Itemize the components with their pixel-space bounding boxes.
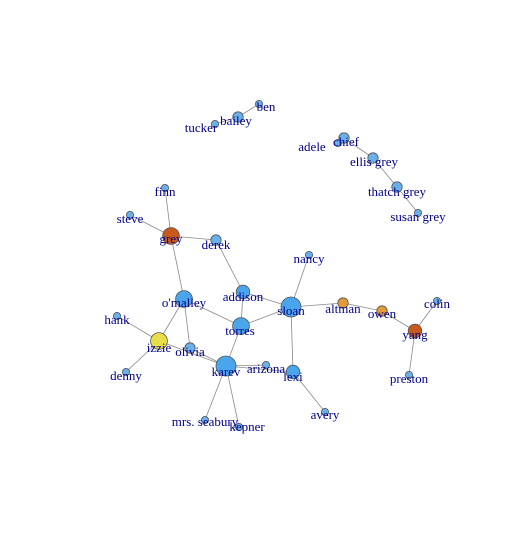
node-olivia bbox=[184, 342, 196, 354]
node-chief bbox=[338, 132, 350, 144]
node-label-bailey: bailey bbox=[220, 113, 252, 128]
edge-karev-lexi bbox=[225, 365, 294, 373]
node-lexi bbox=[285, 364, 301, 380]
edge-yang-preston bbox=[408, 330, 416, 376]
node-layer bbox=[113, 100, 441, 431]
node-label-arizona: arizona bbox=[247, 361, 285, 376]
node-denny bbox=[122, 367, 131, 376]
node-avery bbox=[320, 407, 329, 416]
node-label-olivia: olivia bbox=[175, 344, 205, 359]
edge-lexi-avery bbox=[292, 371, 326, 413]
node-label-lexi: lexi bbox=[283, 369, 303, 384]
node-label-o-malley: o'malley bbox=[162, 295, 207, 310]
node-susan-grey bbox=[413, 208, 422, 217]
node-label-yang: yang bbox=[402, 327, 428, 342]
node-label-denny: denny bbox=[110, 368, 142, 383]
node-label-grey: grey bbox=[159, 231, 183, 246]
node-preston bbox=[404, 370, 413, 379]
node-label-hank: hank bbox=[104, 312, 130, 327]
node-label-steve: steve bbox=[117, 211, 144, 226]
edge-derek-addison bbox=[215, 239, 244, 293]
node-label-adele: adele bbox=[298, 139, 326, 154]
node-sloan bbox=[280, 296, 302, 318]
node-ben bbox=[254, 100, 263, 109]
node-owen bbox=[376, 305, 388, 317]
node-karev bbox=[215, 355, 237, 377]
node-yang bbox=[407, 323, 423, 339]
node-label-izzie: izzie bbox=[147, 340, 172, 355]
node-izzie bbox=[150, 332, 168, 350]
node-tucker bbox=[210, 120, 219, 129]
node-label-derek: derek bbox=[202, 237, 231, 252]
edge-o-malley-torres bbox=[183, 298, 242, 327]
node-hank bbox=[113, 311, 122, 320]
node-grey bbox=[162, 227, 180, 245]
node-thatch-grey bbox=[391, 181, 403, 193]
node-label-tucker: tucker bbox=[185, 120, 218, 135]
node-steve bbox=[126, 210, 135, 219]
edge-izzie-karev bbox=[158, 340, 227, 367]
node-label-owen: owen bbox=[368, 306, 397, 321]
node-label-kepner: kepner bbox=[229, 419, 265, 434]
node-kepner bbox=[234, 422, 243, 431]
node-label-torres: torres bbox=[225, 323, 255, 338]
node-label-colin: colin bbox=[424, 296, 450, 311]
node-ellis-grey bbox=[367, 152, 379, 164]
edge-altman-owen bbox=[342, 302, 383, 312]
node-finn bbox=[160, 183, 169, 192]
edge-grey-o-malley bbox=[170, 235, 185, 300]
node-nancy bbox=[304, 250, 313, 259]
node-label-preston: preston bbox=[390, 371, 429, 386]
node-label-ben: ben bbox=[257, 99, 276, 114]
node-colin bbox=[432, 296, 441, 305]
edge-chief-ellis-grey bbox=[343, 137, 374, 159]
node-label-finn: finn bbox=[155, 184, 176, 199]
node-label-chief: chief bbox=[333, 134, 360, 149]
node-bailey bbox=[232, 111, 244, 123]
edge-sloan-lexi bbox=[290, 306, 294, 373]
node-label-avery: avery bbox=[311, 407, 340, 422]
node-arizona bbox=[261, 360, 270, 369]
node-torres bbox=[232, 317, 250, 335]
node-label-karev: karev bbox=[212, 364, 241, 379]
node-label-susan-grey: susan grey bbox=[390, 209, 446, 224]
node-label-mrs-seabury: mrs. seabury bbox=[172, 414, 239, 429]
node-derek bbox=[210, 234, 222, 246]
node-mrs-seabury bbox=[200, 415, 209, 424]
node-label-thatch-grey: thatch grey bbox=[368, 184, 427, 199]
node-label-altman: altman bbox=[325, 301, 361, 316]
node-altman bbox=[337, 297, 349, 309]
node-label-ellis-grey: ellis grey bbox=[350, 154, 399, 169]
node-addison bbox=[235, 284, 251, 300]
node-label-nancy: nancy bbox=[293, 251, 325, 266]
edge-ellis-grey-thatch-grey bbox=[372, 157, 398, 188]
node-o-malley bbox=[175, 290, 193, 308]
node-label-addison: addison bbox=[223, 289, 264, 304]
node-label-sloan: sloan bbox=[277, 303, 305, 318]
